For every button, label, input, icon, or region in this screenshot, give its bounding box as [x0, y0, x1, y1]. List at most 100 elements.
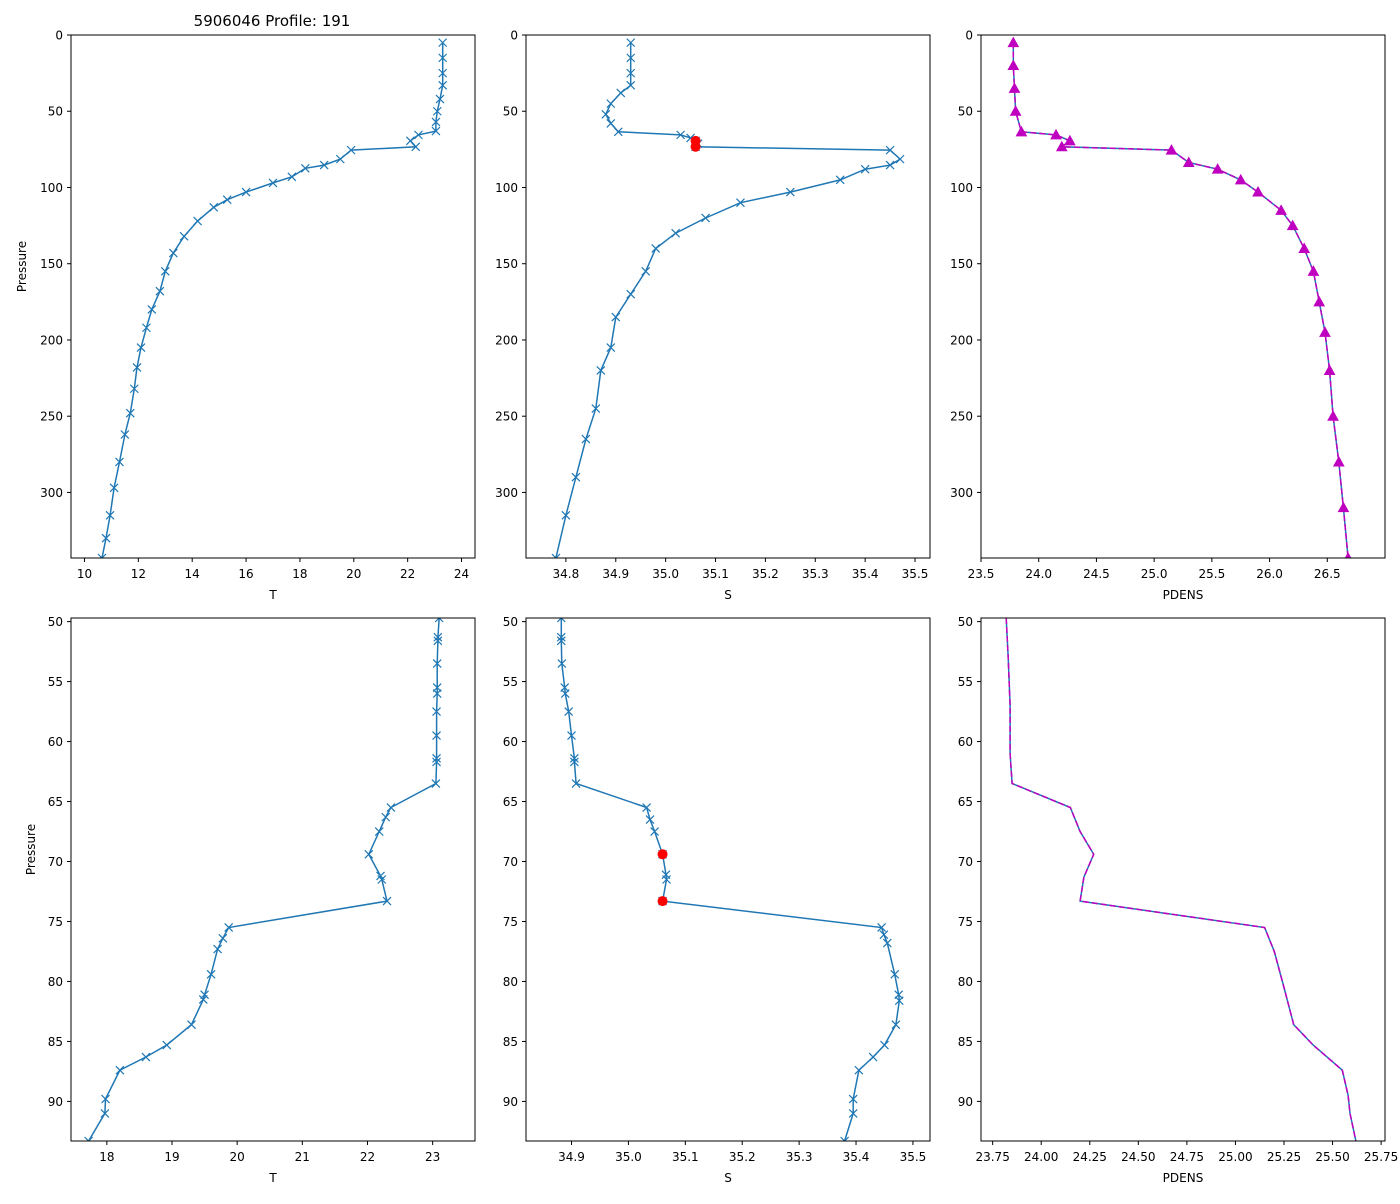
- y-tick-label: 200: [495, 333, 518, 347]
- data-point: [571, 779, 581, 788]
- flagged-point: [657, 849, 668, 860]
- y-tick-label: 60: [48, 735, 63, 749]
- x-tick-label: 25.50: [1315, 1150, 1349, 1164]
- x-tick-label: 35.2: [729, 1150, 756, 1164]
- x-tick-label: 25.75: [1364, 1150, 1398, 1164]
- data-point: [560, 689, 570, 698]
- data-point: [571, 472, 581, 482]
- plot-area: [97, 38, 448, 558]
- y-tick-label: 300: [40, 486, 63, 500]
- x-axis-label: S: [724, 588, 732, 602]
- data-point: [840, 1136, 850, 1141]
- data-point: [141, 323, 151, 333]
- x-tick-label: 35.2: [752, 567, 779, 581]
- data-point: [268, 178, 278, 188]
- panel-bottom-right: 23.75 24.00 24.25 24.50 24.75 25.00 25.25 25.50…: [958, 615, 1399, 1185]
- y-tick-label: 300: [495, 486, 518, 500]
- data-point: [885, 145, 895, 155]
- y-tick-label: 75: [958, 915, 973, 929]
- y-tick-label: 70: [503, 855, 518, 869]
- data-point: [432, 106, 442, 116]
- data-point: [431, 117, 441, 127]
- plot-area: [84, 618, 444, 1141]
- x-tick-label: 12: [131, 567, 146, 581]
- data-point: [895, 154, 905, 164]
- data-point: [848, 1108, 858, 1118]
- data-point: [125, 408, 135, 418]
- x-tick-label: 35.0: [615, 1150, 642, 1164]
- series-line-dashed: [1005, 618, 1357, 1141]
- data-point: [556, 632, 566, 642]
- y-tick-label: 55: [48, 675, 63, 689]
- y-tick-label: 70: [48, 855, 63, 869]
- panel-top-center: 34.8 34.9 35.0 35.1 35.2 35.3 35.4 35.5 0 50 100 15…: [495, 29, 931, 602]
- y-tick-label: 90: [503, 1095, 518, 1109]
- data-point: [736, 198, 745, 208]
- data-point: [287, 172, 297, 182]
- data-point: [432, 753, 441, 763]
- data-point: [613, 127, 623, 137]
- data-point: [854, 1065, 864, 1075]
- data-point: [101, 1094, 110, 1104]
- data-point: [581, 434, 591, 444]
- data-point: [431, 126, 441, 136]
- data-point: [1319, 326, 1331, 337]
- y-tick-label: 50: [48, 105, 63, 119]
- y-tick-label: 85: [48, 1035, 63, 1049]
- y-tick-label: 0: [510, 29, 518, 43]
- data-point: [377, 875, 387, 884]
- x-tick-label: 25.5: [1198, 567, 1225, 581]
- y-tick-label: 100: [495, 181, 518, 195]
- data-point: [890, 969, 900, 979]
- data-point: [100, 1108, 110, 1118]
- x-tick-label: 24.5: [1083, 567, 1110, 581]
- data-point: [434, 618, 444, 623]
- data-point: [381, 812, 391, 822]
- x-tick-label: 24.50: [1121, 1150, 1155, 1164]
- data-point: [1211, 163, 1224, 174]
- axes-frame: [525, 617, 931, 1142]
- x-axis-label: S: [724, 1171, 732, 1185]
- data-point: [1165, 144, 1178, 155]
- y-tick-label: 60: [958, 735, 973, 749]
- y-axis-label: Pressure: [24, 824, 38, 875]
- x-tick-label: 21: [295, 1150, 310, 1164]
- data-point: [1055, 140, 1068, 152]
- plot-area: [1005, 618, 1357, 1141]
- series-line: [555, 42, 902, 558]
- data-point: [601, 109, 611, 119]
- plot-area: [1007, 36, 1352, 558]
- data-point: [626, 53, 636, 63]
- y-tick-label: 250: [495, 410, 518, 424]
- data-point: [120, 430, 130, 439]
- y-tick-label: 200: [950, 333, 973, 347]
- data-point: [676, 130, 686, 140]
- panel-top-left: 10 12 14 16 18 20 22 24 0 50 100 150 200 250 300 T Press…: [15, 29, 476, 602]
- panel-top-right: 23.5 24.0 24.5 25.0 25.5 26.0 26.5 0 50 100 150 200…: [950, 29, 1386, 602]
- y-tick-label: 55: [958, 675, 973, 689]
- x-tick-label: 23.5: [968, 567, 995, 581]
- data-point: [626, 80, 636, 90]
- data-point: [662, 875, 671, 884]
- x-tick-label: 24: [454, 567, 469, 581]
- data-point: [556, 618, 566, 623]
- x-tick-label: 35.5: [900, 1150, 927, 1164]
- y-tick-label: 250: [950, 410, 973, 424]
- data-point: [187, 1020, 196, 1030]
- series-line: [101, 42, 444, 558]
- plot-area: [551, 38, 905, 558]
- data-point: [567, 731, 576, 740]
- data-point: [701, 213, 710, 223]
- axes-frame: [70, 617, 476, 1142]
- data-point: [1008, 82, 1021, 93]
- data-point: [364, 849, 374, 859]
- y-tick-label: 50: [48, 615, 63, 629]
- x-axis-label: PDENS: [1163, 1171, 1204, 1185]
- data-point: [645, 815, 655, 824]
- data-point: [1323, 364, 1336, 375]
- data-point: [880, 1040, 889, 1050]
- y-tick-label: 80: [958, 975, 973, 989]
- axes-frame: [980, 617, 1386, 1142]
